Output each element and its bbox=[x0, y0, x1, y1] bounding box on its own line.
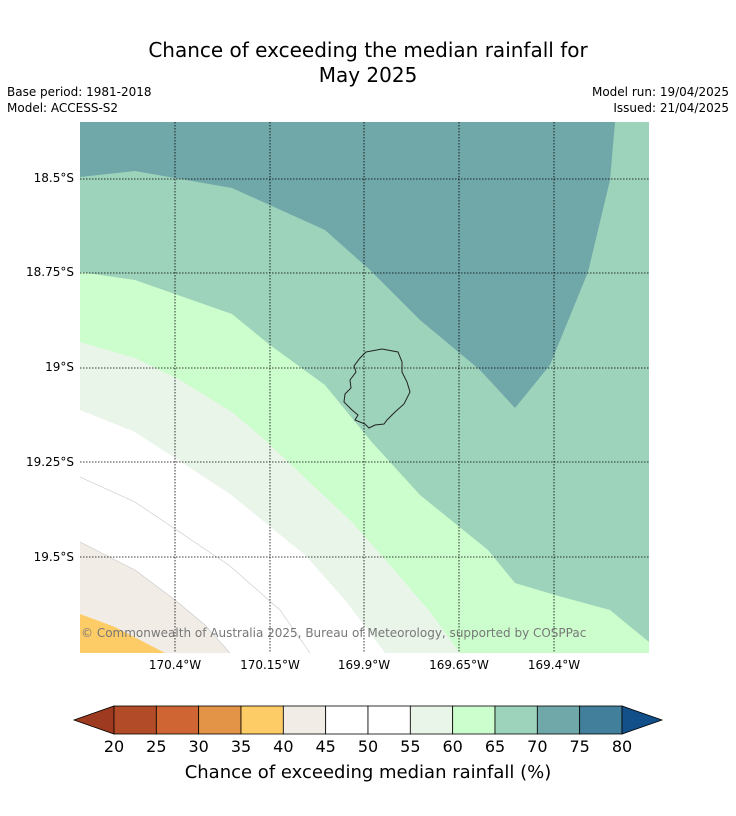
map-title: Chance of exceeding the median rainfall … bbox=[0, 38, 736, 88]
lon-label-169.9: 169.9°W bbox=[337, 658, 391, 672]
colorbar-segment-65-70 bbox=[494, 705, 538, 735]
colorbar-segment-30-35 bbox=[198, 705, 242, 735]
colorbar-tick-30: 30 bbox=[188, 737, 209, 756]
contour-45 bbox=[80, 476, 311, 653]
colorbar-segment-60-65 bbox=[452, 705, 496, 735]
colorbar-tick-65: 65 bbox=[484, 737, 506, 756]
colorbar bbox=[72, 705, 664, 735]
colorbar-tick-60: 60 bbox=[442, 737, 463, 756]
colorbar-segment-25-30 bbox=[155, 705, 200, 735]
colorbar-segment-50-55 bbox=[367, 705, 411, 735]
model-run: Model run: 19/04/2025 bbox=[591, 85, 729, 99]
band-70-75 bbox=[80, 122, 615, 408]
colorbar-tick-70: 70 bbox=[527, 737, 548, 756]
colorbar-tick-40: 40 bbox=[273, 737, 294, 756]
colorbar-tick-45: 45 bbox=[315, 737, 336, 756]
colorbar-segment-20-25 bbox=[113, 705, 157, 735]
lat-label-19: 19°S bbox=[45, 360, 74, 374]
title-line-2: May 2025 bbox=[318, 63, 418, 87]
meta-right: Model run: 19/04/2025 Issued: 21/04/2025 bbox=[592, 84, 729, 116]
niue-island-outline bbox=[343, 348, 411, 429]
lat-label-19.5: 19.5°S bbox=[33, 550, 74, 564]
base-period: Base period: 1981-2018 bbox=[7, 85, 152, 99]
lat-label-19.25: 19.25°S bbox=[26, 455, 74, 469]
colorbar-segment-35-40 bbox=[240, 705, 284, 735]
band-40-45 bbox=[80, 542, 230, 653]
lon-label-170.15: 170.15°W bbox=[240, 658, 300, 672]
contour-fills bbox=[80, 122, 649, 653]
colorbar-segment-45-50 bbox=[325, 705, 369, 735]
band-35-40 bbox=[80, 614, 165, 653]
colorbar-segment-75-80 bbox=[579, 705, 623, 735]
title-line-1: Chance of exceeding the median rainfall … bbox=[148, 38, 588, 62]
colorbar-tick-75: 75 bbox=[569, 737, 590, 756]
colorbar-tick-20: 20 bbox=[103, 737, 125, 756]
colorbar-label: Chance of exceeding median rainfall (%) bbox=[184, 762, 552, 783]
meta-left: Base period: 1981-2018 Model: ACCESS-S2 bbox=[7, 84, 152, 116]
lon-label-169.4: 169.4°W bbox=[527, 658, 581, 672]
colorbar-tick-50: 50 bbox=[357, 737, 379, 756]
colorbar-extend-over bbox=[621, 705, 664, 735]
colorbar-tick-35: 35 bbox=[230, 737, 252, 756]
colorbar-extend-under bbox=[72, 705, 115, 735]
lat-label-18.75: 18.75°S bbox=[26, 265, 74, 279]
colorbar-tick-80: 80 bbox=[611, 737, 633, 756]
colorbar-segment-40-45 bbox=[282, 705, 327, 735]
lon-label-169.65: 169.65°W bbox=[429, 658, 489, 672]
lat-label-18.5: 18.5°S bbox=[33, 171, 74, 185]
lon-label-170.4: 170.4°W bbox=[148, 658, 202, 672]
colorbar-tick-25: 25 bbox=[146, 737, 167, 756]
colorbar-segment-55-60 bbox=[409, 705, 454, 735]
model-name: Model: ACCESS-S2 bbox=[7, 101, 119, 115]
copyright-notice: © Commonwealth of Australia 2025, Bureau… bbox=[81, 626, 587, 640]
issued-date: Issued: 21/04/2025 bbox=[613, 101, 729, 115]
colorbar-tick-55: 55 bbox=[400, 737, 421, 756]
graticule bbox=[80, 122, 649, 653]
colorbar-segment-70-75 bbox=[536, 705, 581, 735]
